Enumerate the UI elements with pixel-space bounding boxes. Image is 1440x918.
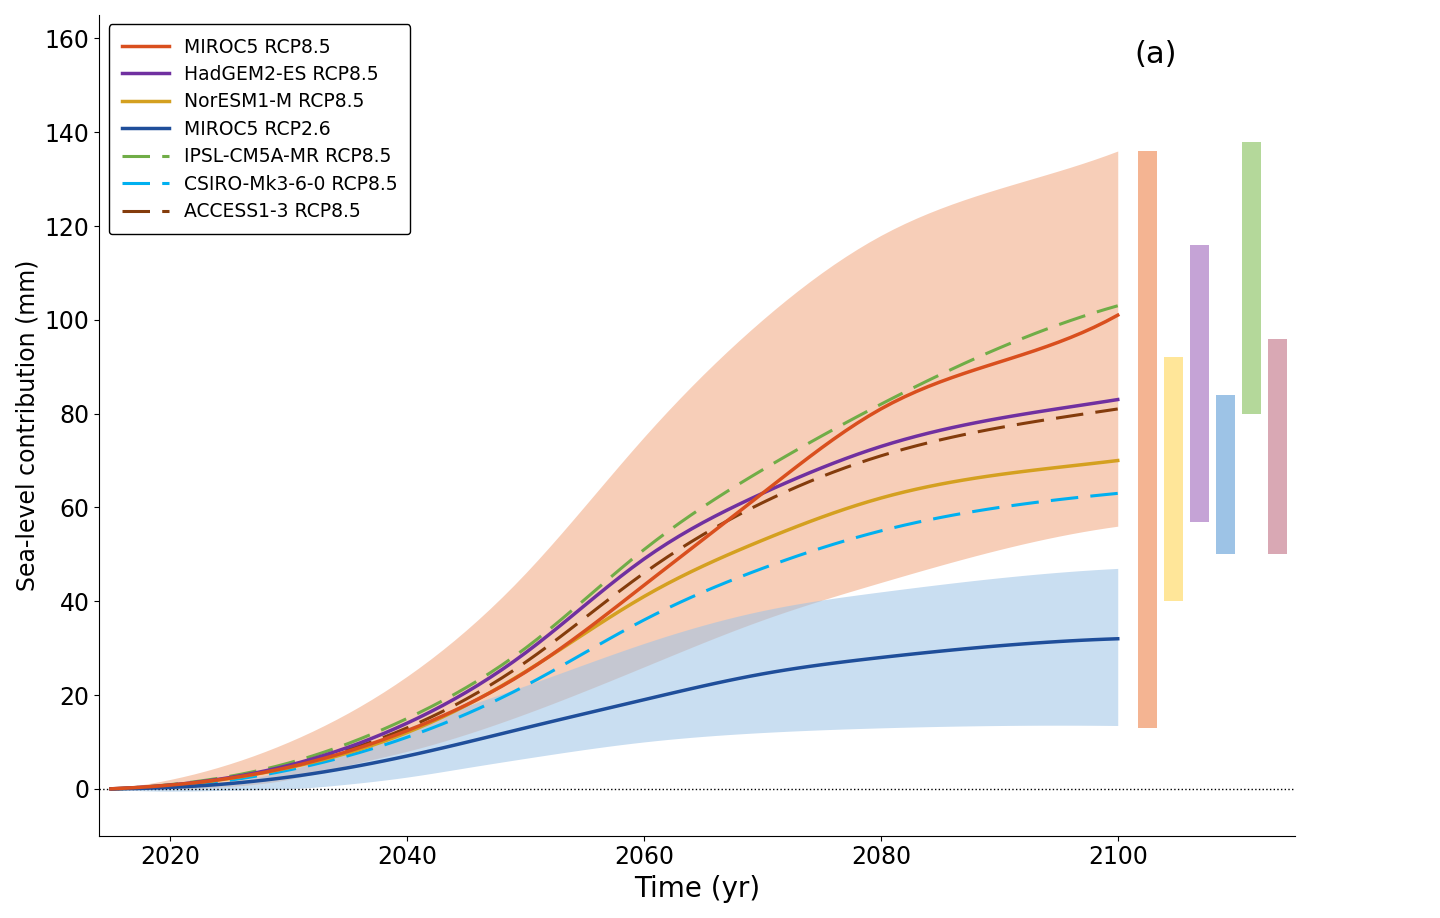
Bar (1138, 151, 1156, 728)
Bar (1243, 141, 1261, 414)
Bar (1215, 395, 1236, 554)
Y-axis label: Sea-level contribution (mm): Sea-level contribution (mm) (14, 260, 39, 591)
X-axis label: Time (yr): Time (yr) (634, 875, 760, 903)
Bar (1269, 339, 1287, 554)
Bar (1189, 245, 1210, 521)
Legend: MIROC5 RCP8.5, HadGEM2-ES RCP8.5, NorESM1-M RCP8.5, MIROC5 RCP2.6, IPSL-CM5A-MR : MIROC5 RCP8.5, HadGEM2-ES RCP8.5, NorESM… (108, 25, 410, 234)
Text: (a): (a) (1133, 39, 1176, 69)
Bar (1164, 357, 1182, 601)
